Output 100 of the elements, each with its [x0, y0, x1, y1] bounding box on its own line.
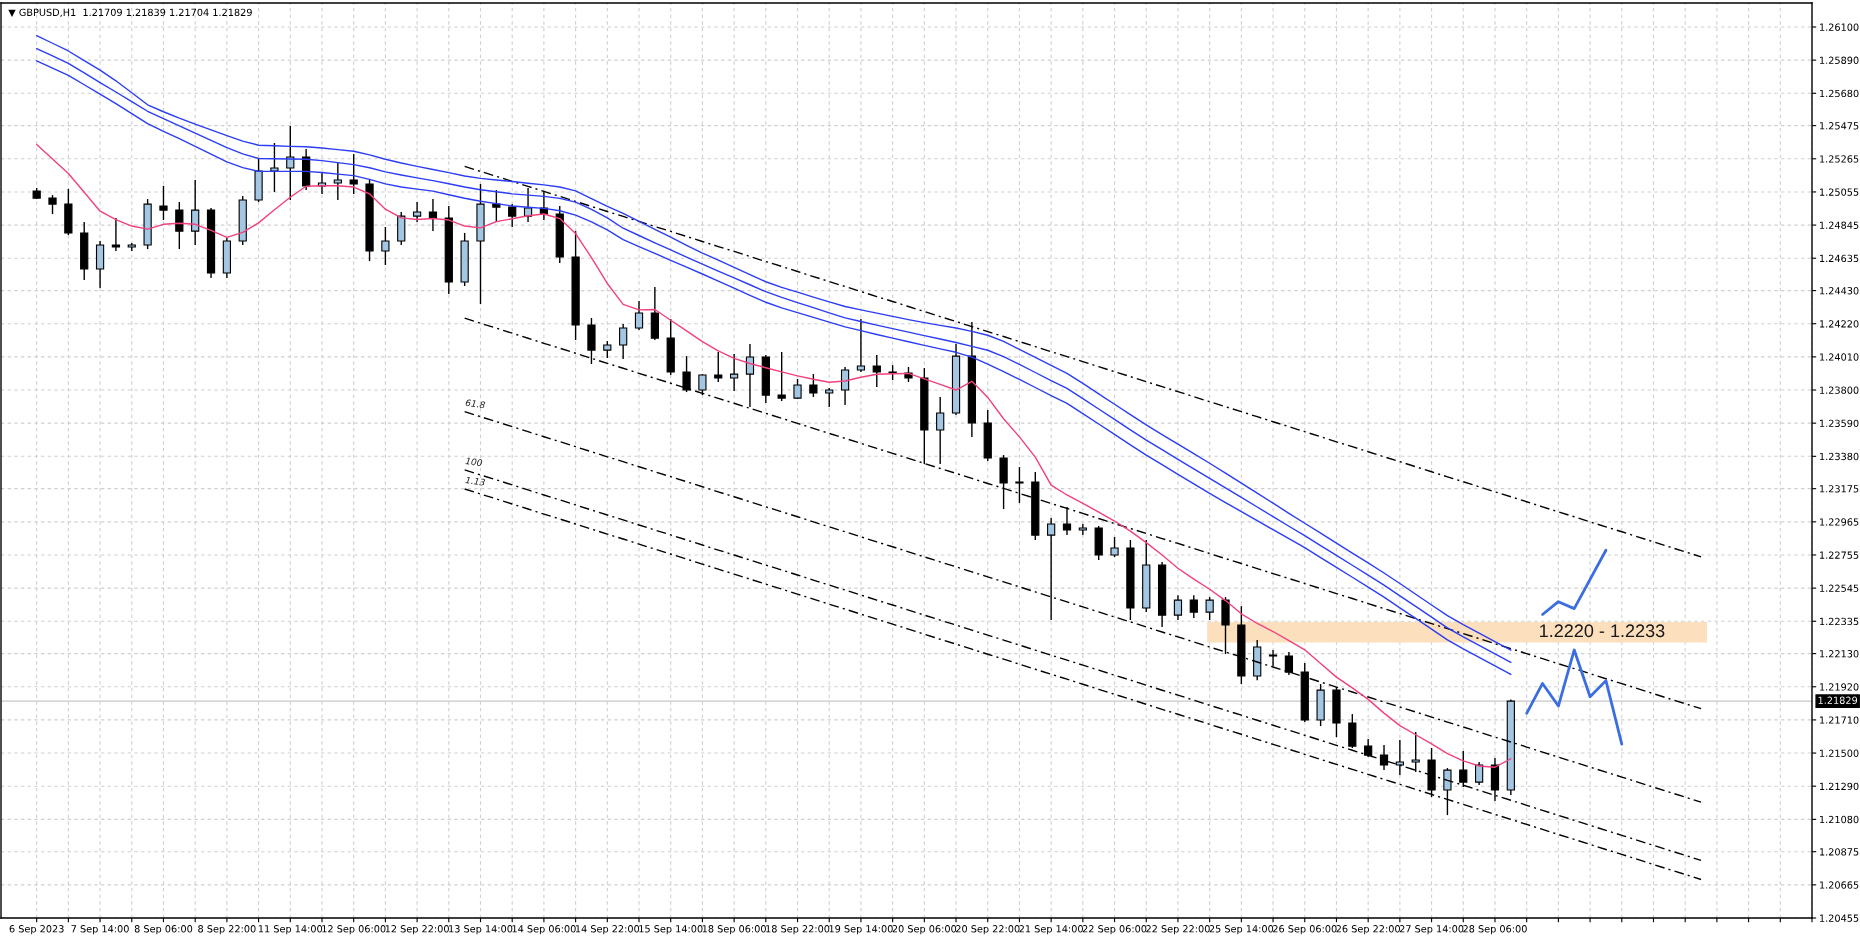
- x-tick-label: 18 Sep 06:00: [702, 925, 766, 935]
- y-tick-label: 1.24220: [1820, 320, 1859, 328]
- y-tick-label: 1.22545: [1820, 584, 1859, 592]
- candlestick: [270, 142, 279, 193]
- x-tick-label: 26 Sep 06:00: [1273, 925, 1337, 935]
- x-tick-label: 6 Sep 2023: [9, 925, 64, 935]
- x-tick-label: 20 Sep 22:00: [956, 925, 1020, 935]
- x-tick-label: 27 Sep 14:00: [1399, 925, 1464, 935]
- candlestick: [111, 217, 121, 252]
- x-tick-label: 11 Sep 14:00: [258, 925, 323, 935]
- candlestick: [619, 323, 628, 360]
- candlestick: [1284, 651, 1294, 676]
- candlestick: [698, 373, 707, 396]
- y-tick-label: 1.22965: [1820, 518, 1859, 526]
- candlestick: [412, 201, 422, 223]
- candlestick: [159, 185, 168, 221]
- y-tick-label: 1.26100: [1820, 23, 1859, 31]
- candlestick: [1379, 744, 1389, 771]
- candlestick: [381, 226, 390, 266]
- y-tick-label: 1.25265: [1820, 155, 1859, 163]
- x-tick-label: 14 Sep 06:00: [512, 925, 576, 935]
- candlestick: [333, 162, 342, 201]
- ref-line-label: 1.21829: [1818, 696, 1858, 704]
- candlestick: [1110, 536, 1119, 558]
- x-tick-label: 18 Sep 22:00: [766, 925, 830, 935]
- candlestick: [1475, 761, 1484, 786]
- candlestick: [48, 194, 57, 215]
- y-tick-label: 1.23800: [1820, 386, 1859, 394]
- candlestick: [634, 300, 644, 331]
- candlestick: [508, 203, 517, 228]
- candlestick: [191, 179, 200, 246]
- x-tick-label: 21 Sep 14:00: [1019, 925, 1083, 935]
- x-tick-label: 15 Sep 14:00: [639, 925, 703, 935]
- x-tick-label: 20 Sep 06:00: [892, 925, 957, 935]
- y-tick-label: 1.22130: [1820, 650, 1859, 658]
- y-tick-label: 1.24845: [1820, 221, 1859, 229]
- x-tick-label: 22 Sep 06:00: [1082, 925, 1147, 935]
- x-tick-label: 7 Sep 14:00: [71, 925, 129, 935]
- candlestick: [1268, 649, 1278, 667]
- x-tick-label: 12 Sep 22:00: [385, 925, 449, 935]
- annotation: 61.8: [465, 399, 486, 409]
- candlestick: [1189, 594, 1198, 619]
- x-tick-label: 14 Sep 22:00: [575, 925, 640, 935]
- y-tick-label: 1.25475: [1820, 122, 1859, 130]
- candlestick: [1205, 596, 1214, 621]
- x-tick-label: 28 Sep 06:00: [1463, 925, 1527, 935]
- y-tick-label: 1.22335: [1820, 617, 1859, 626]
- candlestick: [729, 353, 739, 392]
- x-tick-label: 8 Sep 22:00: [198, 925, 256, 935]
- candlestick: [714, 351, 723, 383]
- line-series: [1541, 548, 1608, 616]
- candlestick: [1348, 713, 1357, 749]
- y-tick-label: 1.21920: [1820, 683, 1859, 691]
- y-tick-label: 1.24010: [1820, 353, 1859, 361]
- candlestick: [1395, 739, 1404, 776]
- candlestick: [492, 189, 501, 223]
- y-tick-label: 1.22755: [1820, 551, 1859, 559]
- y-tick-label: 1.23590: [1820, 419, 1859, 427]
- y-tick-label: 1.21710: [1820, 716, 1859, 724]
- candlestick: [428, 198, 438, 232]
- candlestick: [872, 354, 881, 388]
- y-tick-label: 1.21080: [1820, 815, 1859, 824]
- y-tick-label: 1.20875: [1820, 848, 1859, 856]
- band-label: 1.2220 - 1.2233: [1540, 624, 1665, 638]
- x-tick-label: 19 Sep 14:00: [829, 925, 893, 935]
- candlestick: [809, 373, 818, 398]
- candlestick: [1047, 517, 1056, 621]
- y-tick-label: 1.21290: [1820, 782, 1859, 791]
- candlestick: [1443, 767, 1452, 816]
- candlestick: [175, 201, 184, 250]
- candlestick: [840, 366, 850, 406]
- candlestick: [856, 318, 866, 373]
- x-tick-label: 26 Sep 22:00: [1336, 925, 1400, 935]
- candlestick: [349, 153, 358, 195]
- candlestick: [745, 343, 755, 408]
- candlestick: [825, 387, 834, 408]
- candlestick: [1411, 731, 1420, 773]
- x-tick-label: 8 Sep 06:00: [134, 925, 193, 935]
- line-series: [463, 410, 1702, 803]
- x-tick-label: 25 Sep 14:00: [1209, 925, 1274, 935]
- y-tick-label: 1.25890: [1820, 56, 1859, 64]
- candlestick: [1078, 523, 1087, 536]
- candlestick: [1173, 594, 1183, 621]
- candlestick: [777, 351, 786, 402]
- x-tick-label: 22 Sep 22:00: [1146, 925, 1210, 935]
- line-series: [463, 317, 1702, 710]
- line-series: [35, 143, 1512, 768]
- y-tick-label: 1.24635: [1820, 254, 1859, 263]
- x-tick-label: 13 Sep 14:00: [449, 925, 513, 935]
- candlestick: [95, 240, 105, 289]
- y-tick-label: 1.21500: [1820, 749, 1859, 757]
- candlestick: [936, 396, 945, 465]
- annotation: 1.13: [465, 476, 486, 486]
- candlestick: [286, 125, 295, 201]
- candlestick: [1459, 750, 1468, 788]
- line-series: [463, 165, 1702, 558]
- y-tick-label: 1.24430: [1820, 287, 1859, 295]
- x-tick-label: 12 Sep 06:00: [322, 925, 386, 935]
- line-series: [1525, 648, 1624, 746]
- y-tick-label: 1.20455: [1820, 914, 1859, 922]
